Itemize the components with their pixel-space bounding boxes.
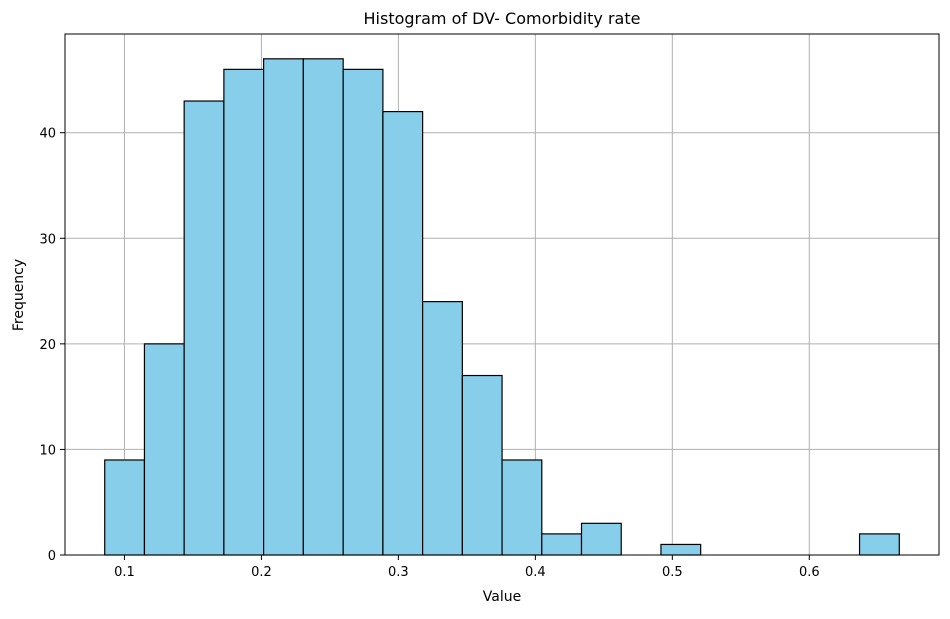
y-tick-label: 40 (39, 127, 56, 142)
x-tick-label: 0.2 (251, 565, 272, 580)
x-tick-label: 0.1 (114, 565, 135, 580)
histogram-bar (223, 68, 265, 556)
chart-title: Histogram of DV- Comorbidity rate (364, 9, 641, 28)
ticks-layer: 0.1 0.2 0.3 0.4 0.5 0.6 0 10 20 30 40 (39, 127, 819, 580)
y-axis-label: Frequency (11, 259, 27, 331)
histogram-bar (541, 533, 583, 556)
y-tick-label: 20 (39, 338, 56, 353)
histogram-bar (263, 58, 304, 556)
histogram-bar (660, 543, 702, 556)
x-tick-label: 0.6 (799, 565, 820, 580)
x-tick-label: 0.4 (525, 565, 546, 580)
plot-frame (64, 33, 940, 556)
histogram-bar (461, 374, 503, 556)
histogram-bar (580, 522, 622, 556)
histogram-bar (422, 301, 463, 556)
x-tick-label: 0.5 (662, 565, 683, 580)
histogram-bar (501, 459, 543, 556)
histogram-bar (302, 58, 344, 556)
y-tick-label: 0 (48, 549, 56, 564)
y-tick-label: 30 (39, 232, 56, 247)
histogram-bar (342, 68, 384, 556)
y-tick-label: 10 (39, 443, 56, 458)
x-tick-label: 0.3 (388, 565, 409, 580)
histogram-bar (382, 110, 424, 556)
histogram-bar (183, 100, 225, 556)
bars-layer (104, 58, 900, 556)
histogram-bar (143, 343, 185, 556)
x-axis-label: Value (483, 589, 521, 605)
histogram-bar (104, 459, 146, 556)
histogram-bar (858, 533, 900, 556)
